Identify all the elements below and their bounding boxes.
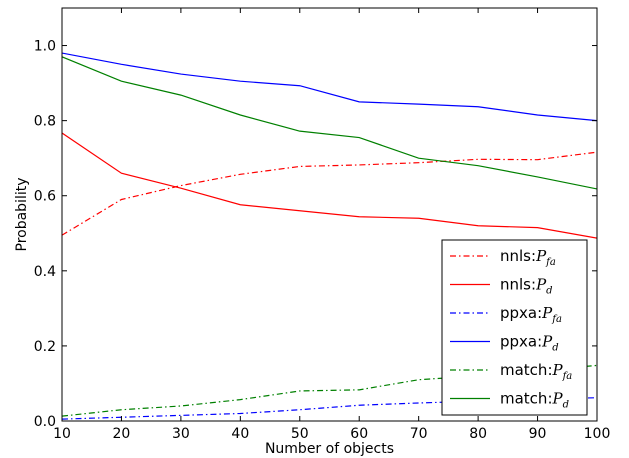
legend-entry-label: ppxa:Pd (500, 333, 559, 354)
legend-entry-label: match:Pfa (500, 361, 572, 382)
series-line-1 (62, 132, 597, 239)
y-tick-label: 0.2 (34, 339, 56, 355)
series-line-3 (62, 52, 597, 122)
y-tick-label: 0.8 (34, 114, 56, 130)
x-tick-label: 40 (231, 426, 249, 442)
legend-box (441, 239, 588, 416)
y-tick-label: 1.0 (34, 39, 56, 55)
series-line-5 (62, 56, 597, 190)
x-tick-label: 100 (584, 426, 611, 442)
x-tick-label: 60 (350, 426, 368, 442)
x-tick-label: 90 (529, 426, 547, 442)
x-tick-label: 30 (172, 426, 190, 442)
legend-entry-label: nnls:Pfa (500, 247, 556, 268)
y-tick-label: 0.4 (34, 264, 56, 280)
y-tick-label: 0.0 (34, 414, 56, 430)
x-tick-label: 80 (469, 426, 487, 442)
legend-entry-label: nnls:Pd (500, 276, 553, 297)
x-axis-label: Number of objects (265, 441, 394, 457)
legend: nnls:Pfa nnls:Pd ppxa:Pfa ppxa:Pd match:Pfa m… (441, 239, 588, 416)
x-tick-label: 10 (53, 426, 71, 442)
x-tick-label: 70 (410, 426, 428, 442)
x-tick-label: 20 (113, 426, 131, 442)
plot-frame (61, 7, 598, 422)
y-axis-label: Probability (14, 177, 30, 251)
x-tick-label: 50 (291, 426, 309, 442)
legend-entry-label: match:Pd (500, 390, 569, 411)
legend-entry-label: ppxa:Pfa (500, 304, 562, 325)
axis-ticks: 10 20 30 40 50 60 70 80 90 100 0.0 0.2 0.4 0.6 0.8 1.0 (34, 8, 611, 442)
series-line-0 (62, 151, 597, 236)
y-tick-label: 0.6 (34, 189, 56, 205)
